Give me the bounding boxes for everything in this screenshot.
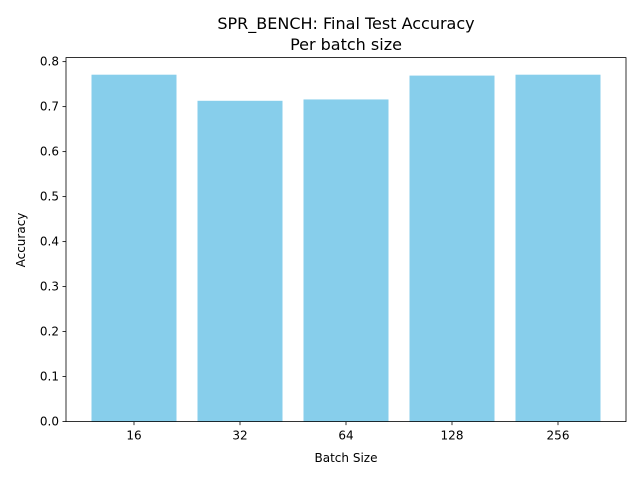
x-tick-label: 128 [441, 429, 464, 443]
y-tick-label: 0.4 [40, 235, 59, 249]
x-axis-ticks: 16 32 64 128 256 [126, 421, 570, 443]
bars-group [91, 74, 601, 422]
bar-256 [515, 74, 601, 422]
y-tick-label: 0.6 [40, 145, 59, 159]
chart-title: SPR_BENCH: Final Test Accuracy [217, 14, 474, 34]
y-tick-label: 0.5 [40, 190, 59, 204]
x-tick-label: 32 [232, 429, 247, 443]
y-tick-label: 0.8 [40, 55, 59, 69]
y-tick-label: 0.1 [40, 370, 59, 384]
x-tick-label: 64 [338, 429, 353, 443]
y-tick-label: 0.3 [40, 280, 59, 294]
y-tick-label: 0.0 [40, 415, 59, 429]
y-tick-label: 0.2 [40, 325, 59, 339]
x-axis-label: Batch Size [315, 451, 378, 465]
y-axis-label: Accuracy [14, 213, 28, 268]
x-tick-label: 256 [547, 429, 570, 443]
bar-64 [303, 99, 389, 422]
y-tick-label: 0.7 [40, 100, 59, 114]
plot-frame [65, 57, 627, 422]
x-tick-label: 16 [126, 429, 141, 443]
y-axis-ticks: 0.0 0.1 0.2 0.3 0.4 0.5 0.6 0.7 0.8 [40, 55, 66, 429]
bar-128 [409, 75, 495, 422]
chart-subtitle: Per batch size [290, 35, 402, 54]
bar-16 [91, 74, 177, 422]
bar-32 [197, 100, 283, 422]
